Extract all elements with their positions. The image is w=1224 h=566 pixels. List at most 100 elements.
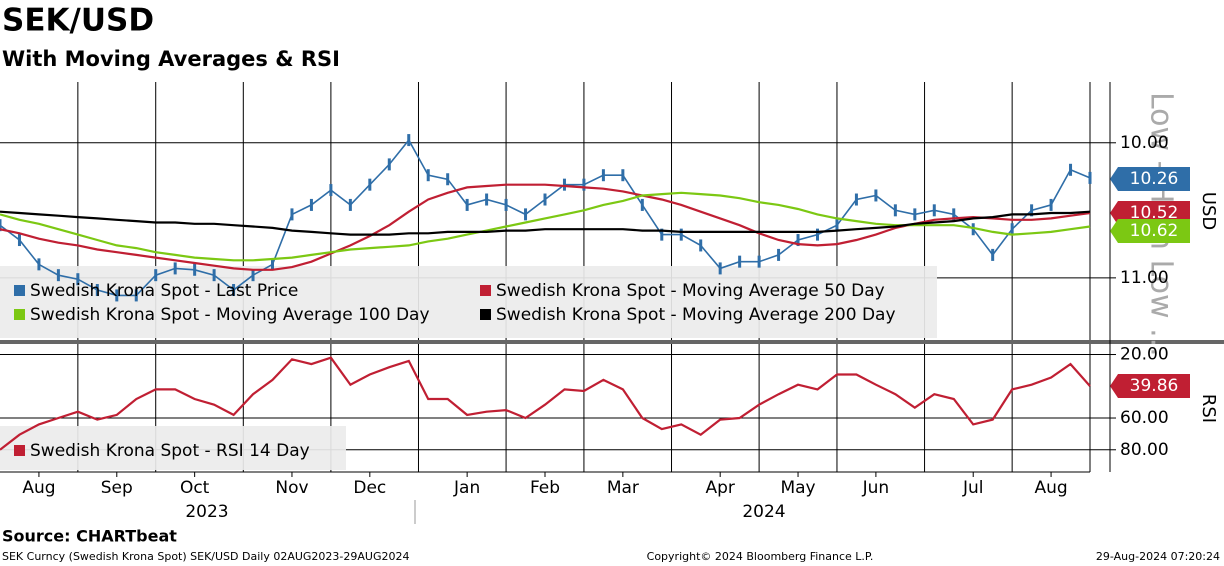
y-tick-label: 10.00	[1120, 133, 1169, 153]
price-bar	[893, 204, 897, 217]
price-bar	[76, 273, 80, 286]
price-bar	[738, 255, 742, 268]
price-bar	[134, 289, 138, 302]
y-tick-label: 11.00	[1120, 268, 1169, 288]
price-bar	[543, 193, 547, 206]
legend-label: Swedish Krona Spot - Last Price	[30, 281, 298, 301]
legend-swatch	[14, 285, 25, 296]
price-bar	[368, 178, 372, 191]
x-tick-label: Feb	[530, 478, 560, 498]
price-bar	[1069, 163, 1073, 176]
x-tick-label: Apr	[705, 478, 734, 498]
price-bar	[348, 198, 352, 211]
price-bar	[485, 193, 489, 206]
price-bar	[154, 269, 158, 282]
legend-label: Swedish Krona Spot - Moving Average 200 …	[496, 305, 896, 325]
price-bar	[271, 258, 274, 271]
y-tick-label: 60.00	[1120, 408, 1169, 428]
price-bar	[971, 223, 975, 236]
price-bar	[718, 262, 722, 275]
x-tick-label: Jun	[862, 478, 890, 498]
price-bar	[835, 219, 839, 232]
legend-swatch	[480, 309, 491, 320]
price-bar	[991, 248, 995, 261]
y-axis-label: USD	[1198, 192, 1219, 230]
year-label: 2023	[185, 502, 228, 522]
price-bar	[1010, 223, 1014, 236]
timestamp: 29-Aug-2024 07:20:24	[1096, 550, 1220, 563]
price-bar	[290, 208, 294, 221]
price-bar	[679, 228, 683, 241]
x-tick-label: Dec	[353, 478, 386, 498]
legend-box	[0, 266, 937, 338]
legend-swatch	[480, 285, 491, 296]
chart-title: SEK/USD	[2, 3, 154, 39]
value-tag-label: 10.62	[1130, 221, 1179, 241]
price-bar	[777, 248, 781, 261]
x-tick-label: Mar	[607, 478, 639, 498]
price-bar	[796, 234, 800, 247]
price-bar	[640, 198, 644, 211]
price-bar	[407, 134, 411, 147]
price-bar	[251, 269, 255, 282]
price-bar	[309, 198, 313, 211]
price-bar	[1088, 171, 1092, 184]
price-bar	[95, 284, 99, 297]
footer-description: SEK Curncy (Swedish Krona Spot) SEK/USD …	[2, 550, 410, 563]
price-bar	[621, 169, 625, 182]
price-bar	[115, 289, 119, 302]
series-line	[0, 210, 1091, 236]
legend-label: Swedish Krona Spot - Moving Average 100 …	[30, 305, 430, 325]
value-tag-label: 10.26	[1130, 169, 1179, 189]
series-line	[0, 356, 1091, 451]
price-bar	[854, 193, 858, 206]
y-axis-label: RSI	[1198, 394, 1219, 423]
price-bar	[17, 234, 21, 247]
price-bar	[932, 204, 936, 217]
price-bar	[56, 269, 60, 282]
value-tag	[1110, 167, 1190, 191]
value-tag	[1110, 219, 1190, 243]
x-tick-label: Sep	[101, 478, 133, 498]
price-bar	[601, 169, 605, 182]
price-bar	[465, 198, 469, 211]
price-bar	[387, 158, 391, 171]
price-bar	[562, 178, 566, 191]
source: Source: CHARTbeat	[2, 527, 177, 546]
value-tag-label: 39.86	[1130, 376, 1179, 396]
year-label: 2024	[742, 502, 785, 522]
chart-subtitle: With Moving Averages & RSI	[2, 47, 340, 71]
legend-label: Swedish Krona Spot - Moving Average 50 D…	[496, 281, 885, 301]
legend-label: Swedish Krona Spot - RSI 14 Day	[30, 441, 310, 461]
value-tag-label: 10.52	[1130, 203, 1179, 223]
price-bar	[37, 258, 41, 271]
price-bar	[699, 239, 703, 252]
legend-box	[0, 426, 346, 470]
value-tag	[1110, 374, 1190, 399]
price-bar	[757, 255, 761, 268]
legend-swatch	[14, 309, 25, 320]
price-bar	[1030, 204, 1034, 217]
price-bar	[952, 208, 956, 221]
price-bar	[504, 198, 508, 211]
copyright: Copyright© 2024 Bloomberg Finance L.P.	[647, 550, 874, 563]
price-bar	[173, 262, 177, 275]
price-bar	[193, 263, 197, 276]
price-bar	[582, 178, 586, 191]
y-tick-label: 80.00	[1120, 440, 1169, 460]
price-bar	[212, 269, 216, 282]
price-bar	[816, 228, 819, 241]
x-tick-label: May	[780, 478, 815, 498]
x-tick-label: Jan	[453, 478, 480, 498]
price-bar	[232, 284, 236, 297]
x-tick-label: Aug	[1034, 478, 1067, 498]
price-bar	[1049, 198, 1053, 211]
price-bar	[524, 208, 528, 221]
price-bar	[329, 184, 333, 197]
price-bar	[0, 219, 2, 232]
x-tick-label: Jul	[962, 478, 984, 498]
x-tick-label: Aug	[22, 478, 55, 498]
price-bar	[913, 208, 917, 221]
